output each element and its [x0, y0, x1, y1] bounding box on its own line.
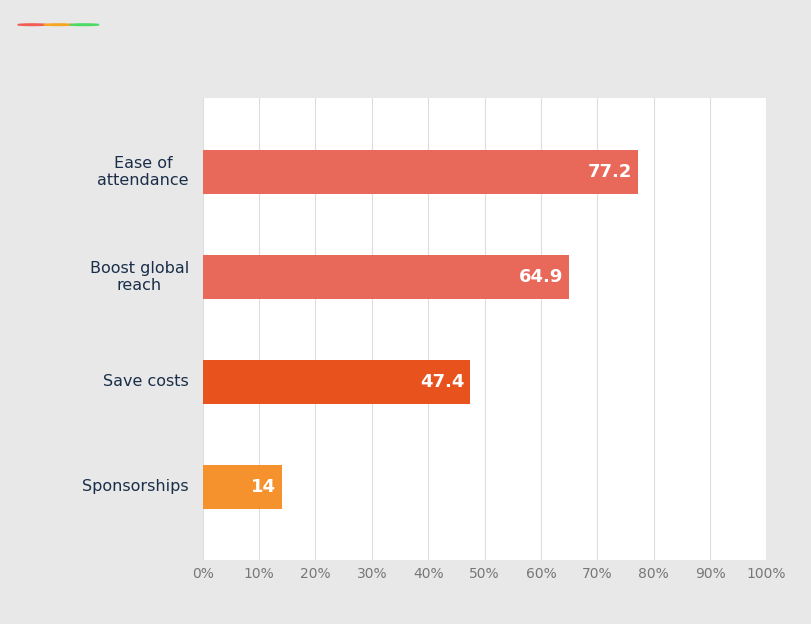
- Circle shape: [44, 24, 73, 26]
- Text: 77.2: 77.2: [588, 163, 633, 181]
- Circle shape: [70, 24, 99, 26]
- Text: 47.4: 47.4: [420, 373, 464, 391]
- Bar: [203, 255, 569, 299]
- Circle shape: [18, 24, 47, 26]
- Bar: [203, 465, 281, 509]
- Text: 64.9: 64.9: [518, 268, 563, 286]
- Bar: [203, 150, 638, 194]
- Text: 14: 14: [251, 478, 276, 496]
- Bar: [203, 360, 470, 404]
